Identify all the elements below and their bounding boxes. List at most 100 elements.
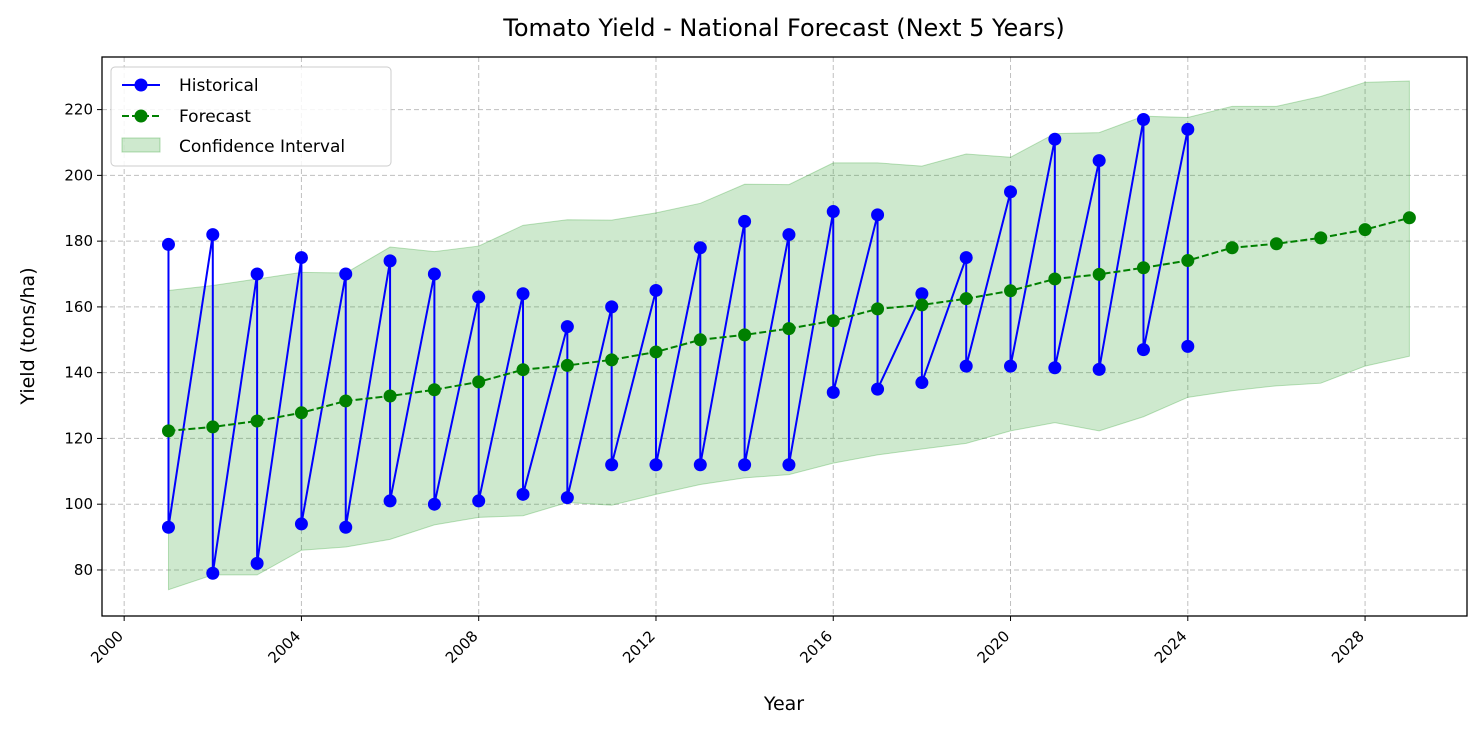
historical-point — [472, 494, 486, 508]
forecast-point — [1092, 267, 1106, 281]
forecast-point — [826, 314, 840, 328]
forecast-point — [782, 322, 796, 336]
forecast-point — [871, 302, 885, 316]
legend-forecast-label: Forecast — [179, 107, 251, 127]
historical-point — [560, 320, 574, 334]
forecast-point — [383, 389, 397, 403]
y-tick-label: 220 — [64, 101, 93, 119]
forecast-point — [693, 333, 707, 347]
historical-point — [871, 382, 885, 396]
y-tick-label: 180 — [64, 232, 93, 250]
historical-point — [383, 254, 397, 268]
historical-point — [1092, 154, 1106, 168]
historical-point — [472, 290, 486, 304]
historical-point — [1004, 185, 1018, 199]
historical-point — [782, 458, 796, 472]
forecast-point — [560, 358, 574, 372]
historical-point — [915, 287, 929, 301]
forecast-point — [1269, 237, 1283, 251]
forecast-point — [1048, 272, 1062, 286]
historical-point — [649, 283, 663, 297]
plot-frame — [101, 56, 1468, 617]
historical-series-layer — [161, 112, 1195, 580]
historical-point — [1048, 132, 1062, 146]
historical-point — [959, 359, 973, 373]
forecast-point — [339, 394, 353, 408]
historical-point — [427, 267, 441, 281]
historical-line — [167, 118, 1189, 575]
historical-point — [161, 520, 175, 534]
forecast-point — [250, 414, 264, 428]
legend: Historical Forecast Confidence Interval — [110, 66, 392, 167]
historical-point — [649, 458, 663, 472]
historical-point — [1048, 361, 1062, 375]
historical-point — [161, 237, 175, 251]
x-axis-title: Year — [763, 693, 804, 715]
historical-point — [871, 208, 885, 222]
historical-point — [1136, 112, 1150, 126]
y-axis-title: Yield (tons/ha) — [17, 267, 39, 405]
forecast-point — [1225, 241, 1239, 255]
y-tick-label: 80 — [74, 561, 93, 579]
forecast-line — [168, 216, 1410, 432]
legend-forecast-marker — [134, 109, 148, 123]
legend-historical-marker — [134, 78, 148, 92]
historical-point — [250, 267, 264, 281]
historical-point — [826, 385, 840, 399]
forecast-point — [516, 363, 530, 377]
historical-point — [826, 205, 840, 219]
y-tick-label: 100 — [64, 495, 93, 513]
forecast-point — [649, 345, 663, 359]
historical-point — [206, 566, 220, 580]
historical-point — [294, 517, 308, 531]
legend-historical-label: Historical — [179, 76, 259, 96]
historical-point — [560, 491, 574, 505]
historical-point — [1181, 122, 1195, 136]
historical-point — [738, 214, 752, 228]
historical-point — [693, 241, 707, 255]
forecast-point — [1004, 284, 1018, 298]
historical-point — [1004, 359, 1018, 373]
historical-point — [782, 228, 796, 242]
y-tick-label: 200 — [64, 166, 93, 184]
forecast-point — [161, 424, 175, 438]
historical-point — [383, 494, 397, 508]
historical-point — [250, 556, 264, 570]
legend-confidence-swatch — [121, 137, 161, 153]
historical-point — [339, 267, 353, 281]
historical-point — [1181, 339, 1195, 353]
legend-frame — [110, 66, 392, 167]
historical-point — [206, 228, 220, 242]
forecast-point — [294, 406, 308, 420]
forecast-point — [1358, 223, 1372, 237]
historical-point — [959, 251, 973, 265]
forecast-point — [1314, 231, 1328, 245]
forecast-point — [959, 292, 973, 306]
forecast-point — [427, 383, 441, 397]
forecast-point — [206, 420, 220, 434]
historical-point — [339, 520, 353, 534]
historical-point — [1092, 362, 1106, 376]
historical-point — [516, 287, 530, 301]
chart-title: Tomato Yield - National Forecast (Next 5… — [502, 14, 1064, 42]
historical-point — [605, 300, 619, 314]
forecast-point — [472, 375, 486, 389]
forecast-point — [1181, 254, 1195, 268]
forecast-point — [1402, 211, 1416, 225]
forecast-point — [915, 298, 929, 312]
y-tick-label: 120 — [64, 429, 93, 447]
forecast-point — [738, 328, 752, 342]
y-tick-label: 140 — [64, 364, 93, 382]
legend-confidence-label: Confidence Interval — [179, 137, 345, 157]
forecast-point — [1136, 261, 1150, 275]
forecast-point — [605, 353, 619, 367]
historical-point — [516, 487, 530, 501]
historical-point — [605, 458, 619, 472]
historical-point — [294, 251, 308, 265]
historical-point — [738, 458, 752, 472]
historical-point — [427, 497, 441, 511]
forecast-series-layer — [161, 211, 1416, 438]
historical-point — [1136, 343, 1150, 357]
historical-point — [693, 458, 707, 472]
